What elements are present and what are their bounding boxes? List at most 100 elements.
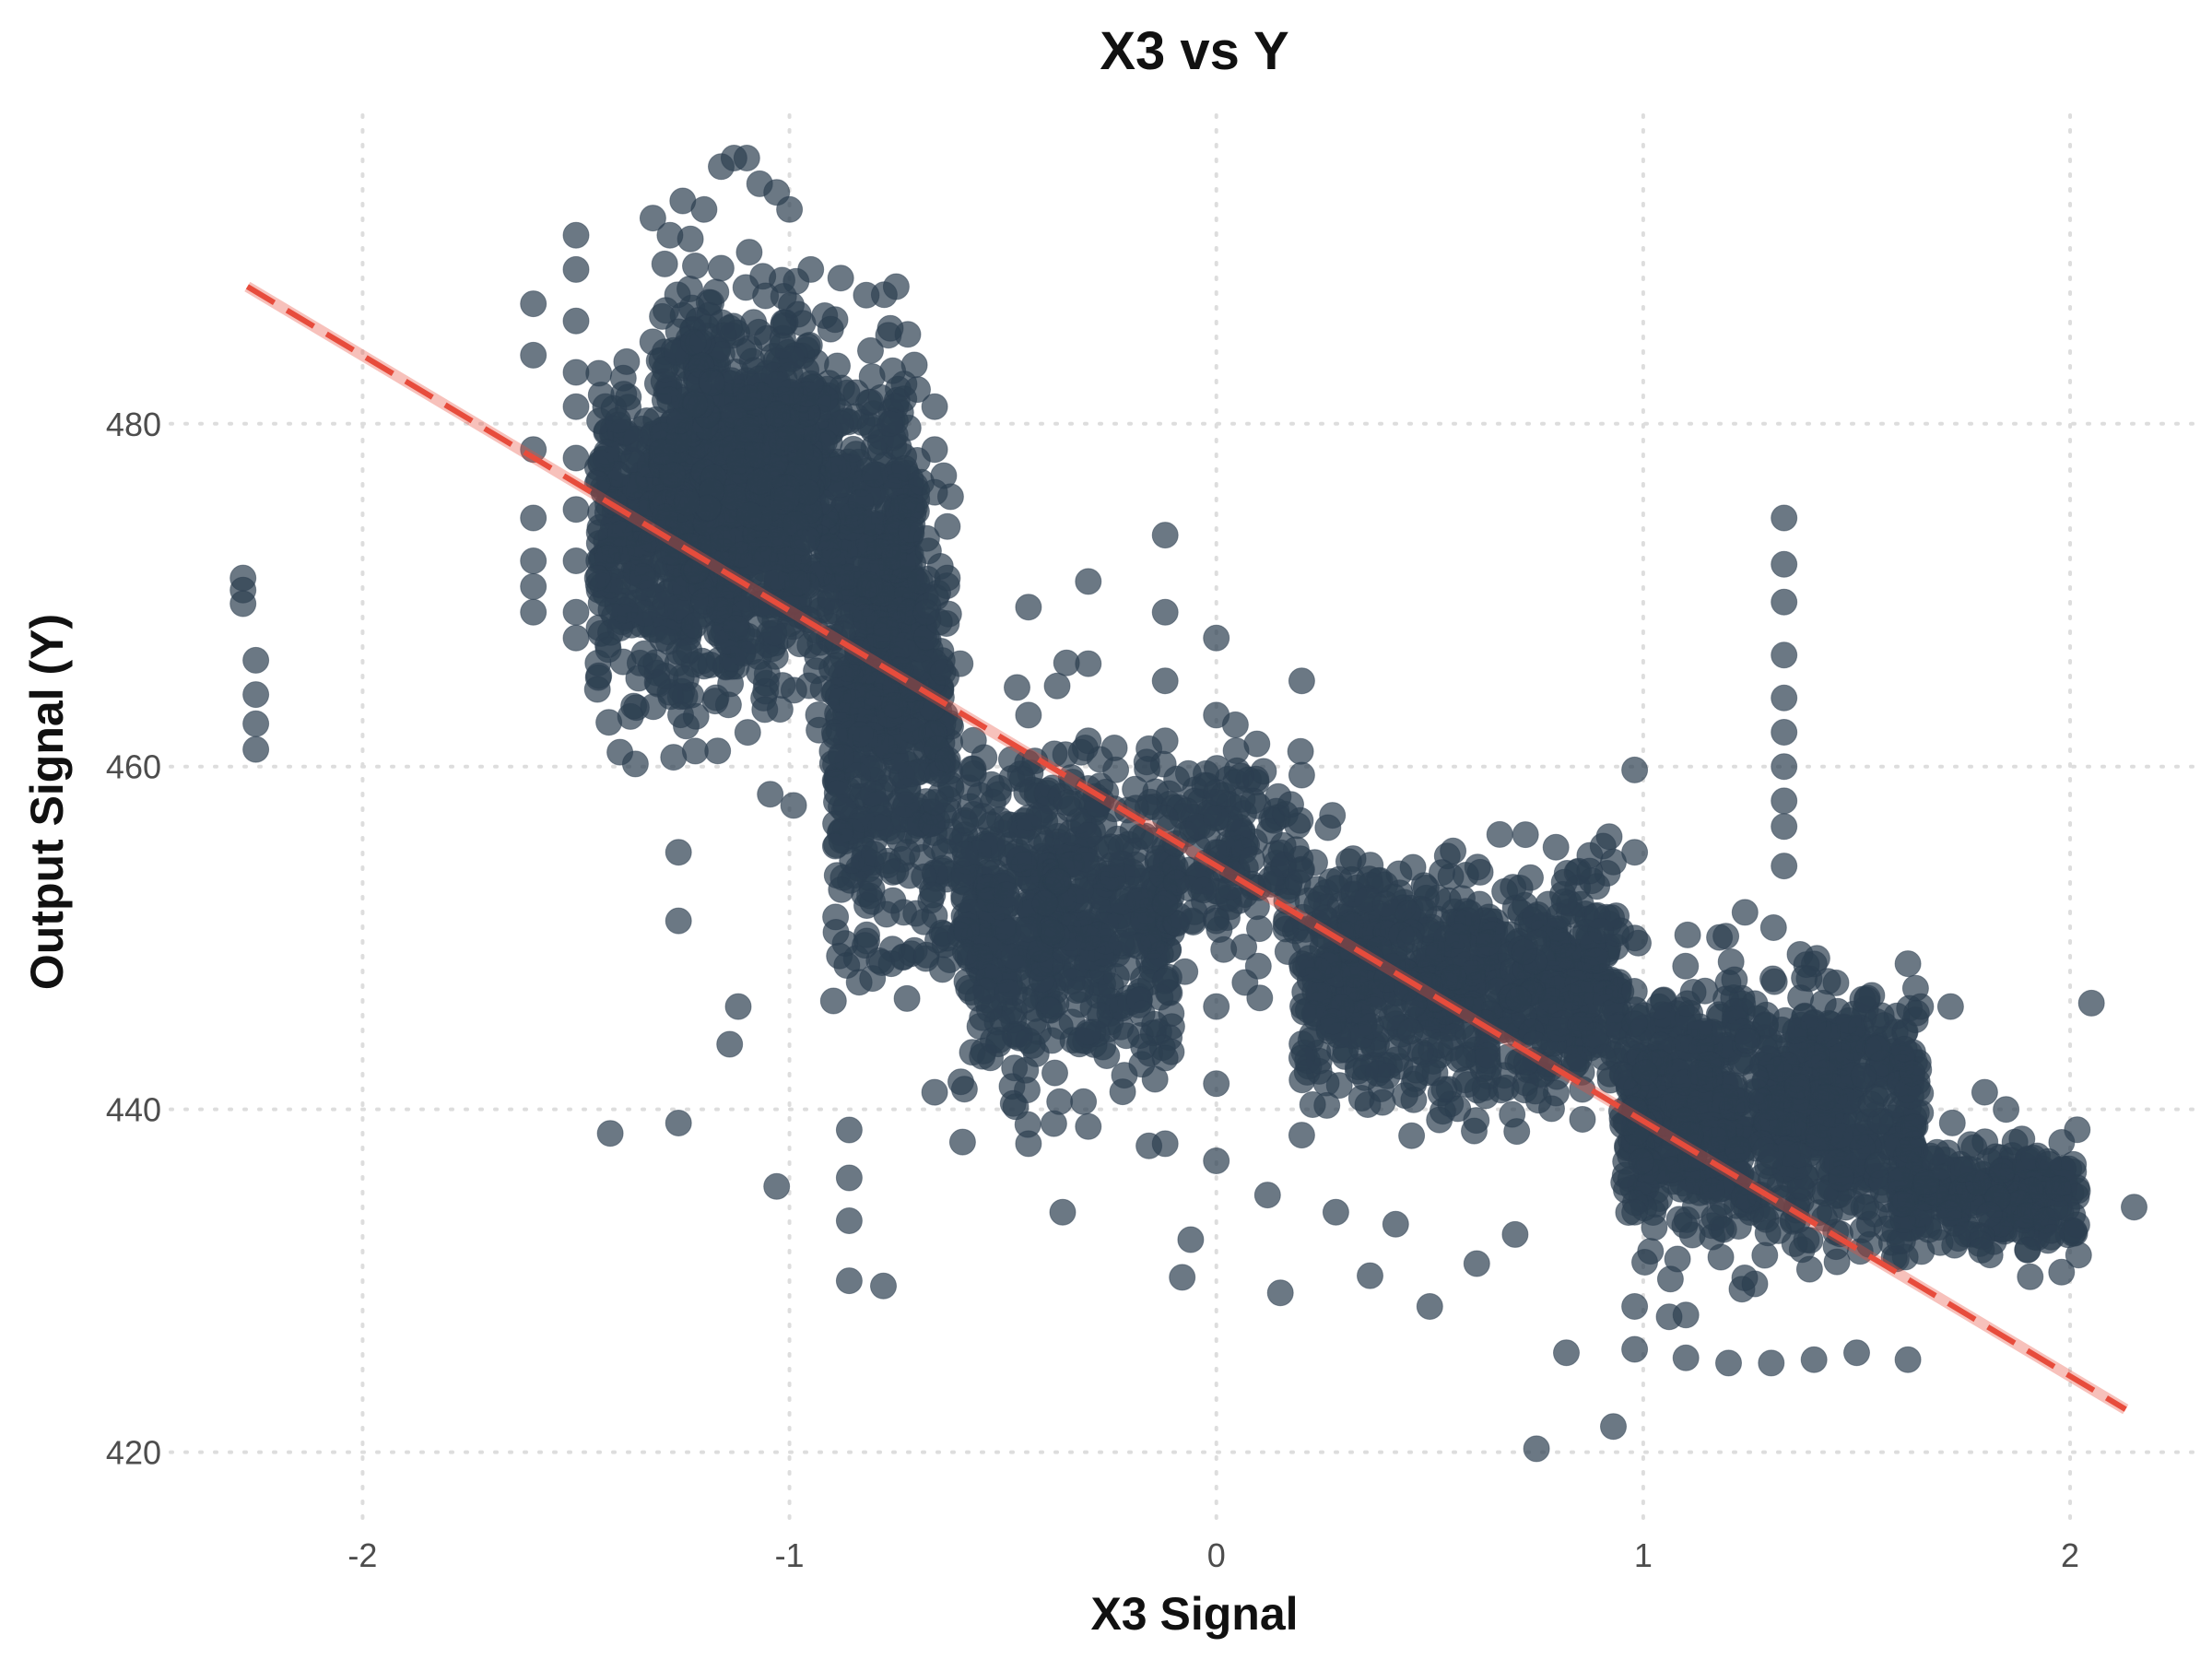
data-point: [857, 388, 885, 416]
data-point: [823, 780, 851, 806]
data-point: [1440, 963, 1467, 991]
data-point: [717, 670, 745, 698]
data-point: [1202, 805, 1230, 832]
data-point: [1823, 1248, 1851, 1276]
data-point: [1771, 719, 1798, 746]
data-point: [835, 1164, 863, 1192]
data-point: [882, 273, 910, 300]
x-tick-label: -2: [347, 1536, 377, 1574]
data-point: [2060, 1218, 2088, 1245]
data-point: [1288, 667, 1315, 695]
data-point: [680, 612, 708, 640]
data-point: [1000, 943, 1028, 971]
data-point: [929, 956, 956, 983]
data-point: [1949, 1156, 1977, 1183]
data-point: [613, 347, 641, 375]
data-points: [229, 145, 2147, 1463]
data-point: [951, 841, 979, 867]
data-point: [1621, 1293, 1649, 1320]
data-point: [866, 814, 894, 841]
data-point: [1244, 952, 1272, 980]
data-point: [1357, 1262, 1383, 1289]
data-point: [821, 832, 849, 860]
data-point: [1322, 1198, 1349, 1226]
data-point: [934, 512, 961, 540]
data-point: [1341, 961, 1369, 989]
data-point: [1203, 624, 1230, 652]
data-point: [853, 281, 880, 309]
data-point: [777, 378, 804, 406]
data-point: [583, 564, 611, 592]
x-tick-label: -1: [775, 1536, 805, 1574]
data-point: [1988, 1157, 2016, 1184]
data-point: [757, 781, 784, 808]
data-point: [1621, 1010, 1649, 1038]
data-point: [763, 1172, 791, 1200]
data-point: [562, 255, 590, 283]
data-point: [999, 1089, 1027, 1117]
data-point: [1687, 1059, 1713, 1087]
data-point: [751, 696, 779, 724]
data-point: [1857, 1090, 1885, 1118]
data-point: [1793, 951, 1820, 979]
data-point: [1899, 1060, 1926, 1087]
data-point: [1883, 1002, 1911, 1030]
data-point: [1041, 1059, 1068, 1087]
data-point: [1907, 993, 1935, 1020]
data-point: [640, 693, 667, 721]
data-point: [774, 547, 802, 574]
data-point: [752, 282, 780, 310]
data-point: [724, 993, 752, 1020]
data-point: [1238, 845, 1265, 873]
data-point: [665, 839, 692, 866]
data-point: [562, 598, 590, 626]
data-point: [1072, 845, 1100, 873]
data-point: [1053, 789, 1081, 817]
data-point: [858, 876, 886, 903]
data-point: [1287, 737, 1314, 765]
data-point: [1771, 787, 1798, 815]
data-point: [1734, 1027, 1761, 1054]
data-point: [1430, 1076, 1458, 1103]
data-point: [1621, 924, 1649, 952]
data-point: [610, 381, 638, 408]
data-point: [1503, 1118, 1531, 1146]
data-point: [1968, 1236, 1995, 1264]
data-point: [1075, 821, 1102, 849]
data-point: [1567, 980, 1594, 1006]
data-point: [1771, 853, 1798, 880]
data-point: [1975, 1201, 2003, 1229]
data-point: [520, 341, 547, 369]
data-point: [844, 761, 871, 789]
data-point: [1631, 1059, 1659, 1087]
data-point: [2077, 989, 2105, 1017]
data-point: [879, 858, 907, 886]
data-point: [1936, 1200, 1963, 1228]
data-point: [606, 520, 634, 547]
data-point: [966, 943, 994, 971]
data-point: [651, 250, 678, 277]
data-point: [1771, 684, 1798, 712]
data-point: [1044, 868, 1072, 895]
data-point: [1587, 917, 1615, 945]
data-point: [1100, 735, 1128, 761]
data-point: [1550, 868, 1578, 896]
data-point: [959, 759, 987, 787]
data-point: [1721, 966, 1748, 994]
data-point: [1371, 890, 1399, 918]
data-point: [562, 359, 590, 386]
data-point: [1015, 1027, 1042, 1054]
data-point: [596, 1120, 624, 1147]
data-point: [1015, 594, 1042, 621]
data-point: [1795, 1255, 1823, 1283]
data-point: [1253, 1182, 1281, 1209]
data-point: [665, 907, 692, 935]
data-point: [1444, 923, 1472, 950]
data-point: [1621, 839, 1649, 866]
data-point: [1151, 598, 1179, 626]
data-point: [819, 987, 847, 1015]
data-point: [520, 290, 547, 318]
data-point: [1793, 1226, 1820, 1253]
data-point: [947, 650, 974, 677]
